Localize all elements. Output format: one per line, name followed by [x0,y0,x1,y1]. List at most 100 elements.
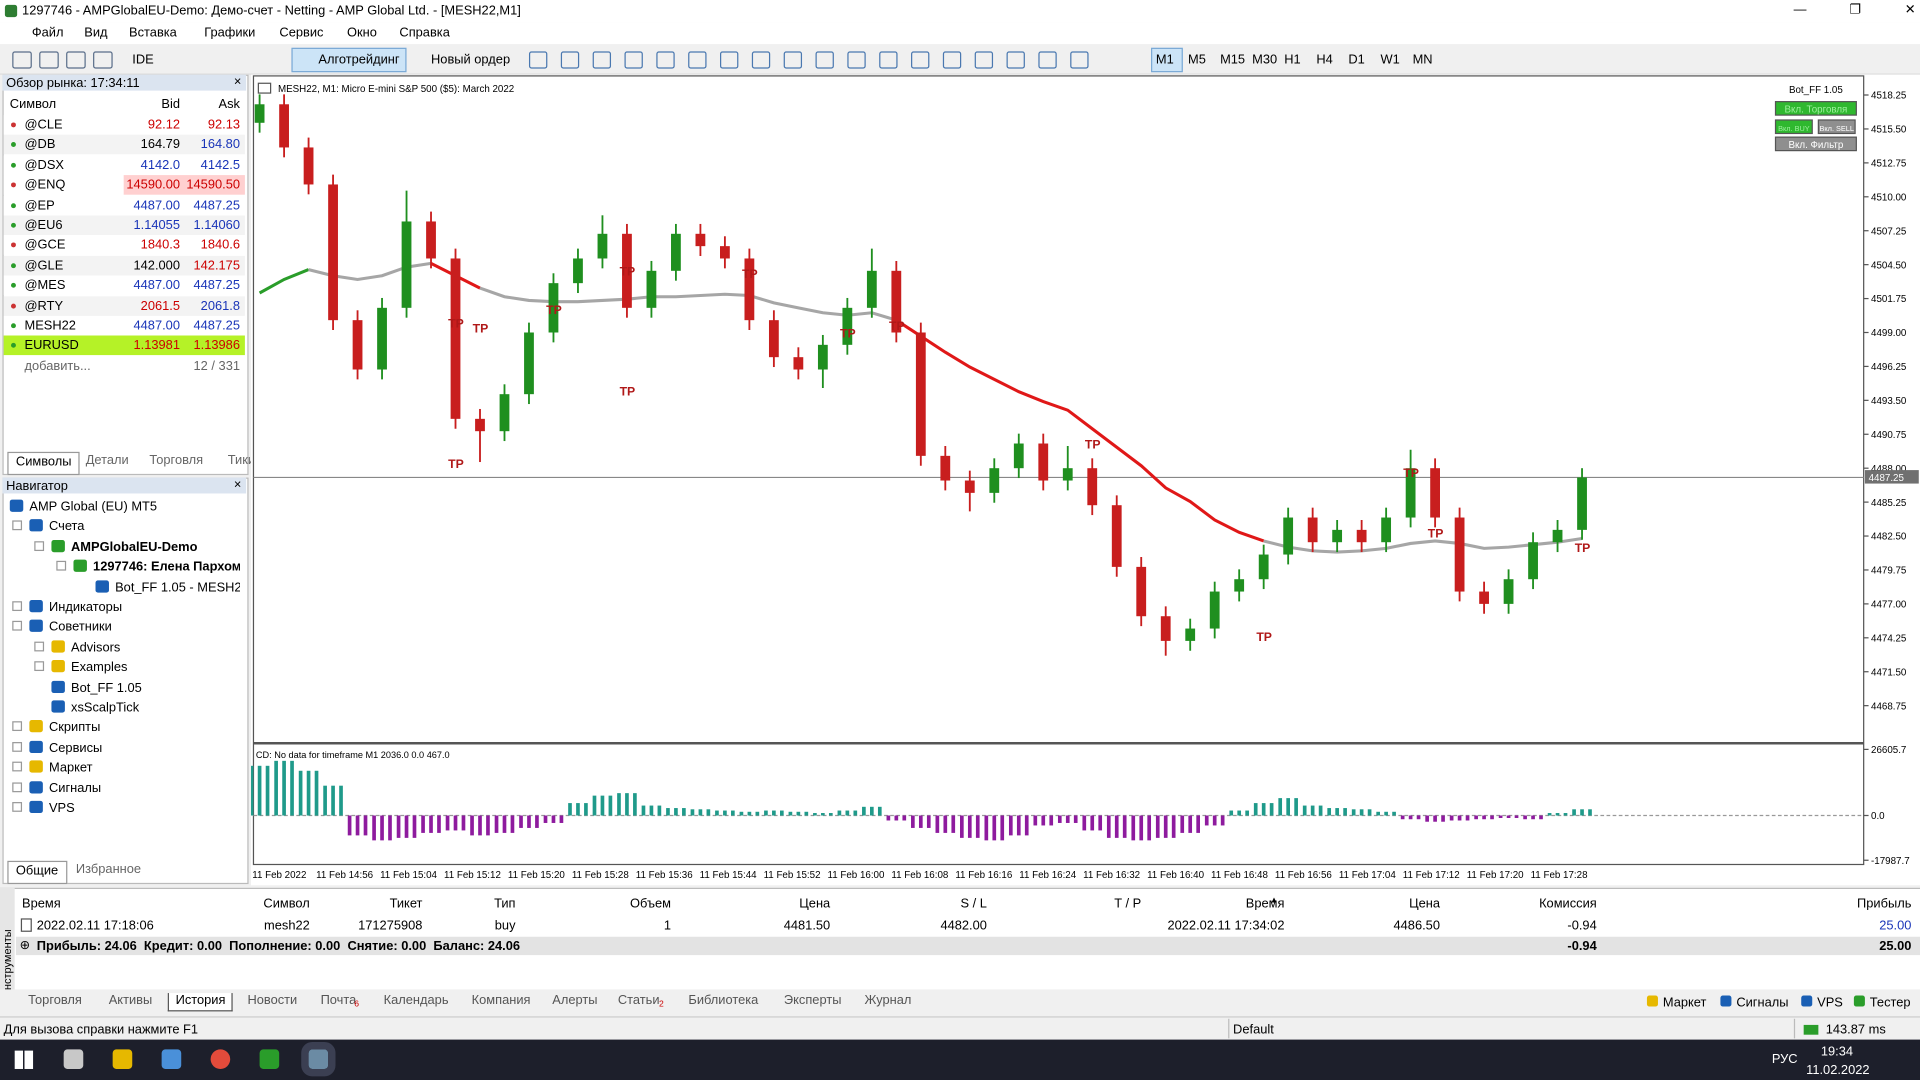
panel-tab[interactable]: Общие [7,860,67,885]
timeframe[interactable]: M5 [1187,52,1206,68]
menu-item[interactable]: Вид [84,25,108,41]
taskbar-app[interactable] [112,1049,133,1069]
timeframe[interactable]: MN [1412,52,1433,68]
tree-item[interactable]: Bot_FF 1.05 [71,680,142,696]
market-row[interactable] [3,135,245,155]
toolbar-ide[interactable]: IDE [132,52,154,68]
toolbox-tab[interactable]: Эксперты [783,993,842,1008]
tree-item[interactable]: VPS [48,800,75,816]
market-row[interactable] [3,315,245,336]
algo-label[interactable]: Алготрейдинг [318,52,400,68]
tree-toggle[interactable] [12,520,23,531]
panel-tab[interactable]: Детали [85,453,129,468]
toggle-button-label[interactable]: Вкл. BUY [1778,124,1810,133]
tree-item[interactable]: Советники [48,620,112,635]
tree-toggle[interactable] [12,621,23,632]
toolbar-icon[interactable] [847,51,866,69]
timeframe[interactable]: H4 [1316,52,1333,68]
tree-item[interactable]: Examples [71,660,128,675]
table-row[interactable] [15,914,1920,935]
tree-toggle[interactable] [12,721,23,732]
window-button[interactable]: ✕ [1904,2,1916,18]
toolbar-icon[interactable] [815,51,834,69]
timeframe[interactable]: W1 [1380,52,1400,68]
toolbox-tab[interactable]: Новости [247,993,298,1008]
toggle-button[interactable] [1774,136,1857,152]
timeframe[interactable]: H1 [1284,52,1301,68]
toolbox-tab[interactable]: Торговля [28,993,82,1008]
toggle-button-label[interactable]: Вкл. Фильтр [1788,140,1843,151]
tree-toggle[interactable] [12,761,23,772]
right-tab[interactable]: VPS [1817,995,1843,1011]
tree-toggle[interactable] [34,540,45,551]
toolbar-icon[interactable] [751,51,771,69]
taskbar-app[interactable] [301,1042,336,1077]
toolbar-icon[interactable] [656,51,675,69]
toolbox-tab[interactable]: Журнал [864,993,912,1008]
toolbar-icon[interactable] [12,51,32,69]
menu-item[interactable]: Окно [347,25,377,41]
tree-item[interactable]: AMPGlobalEU-Demo [71,539,198,555]
tree-item[interactable]: Скрипты [48,720,101,736]
tree-item[interactable]: Маркет [48,760,93,776]
tree-item[interactable]: Счета [48,519,85,535]
tree-toggle[interactable] [12,741,23,752]
panel-tab[interactable]: Символы [7,451,81,476]
toolbar-icon[interactable] [688,51,707,69]
panel-tab[interactable]: Тики [227,453,256,468]
tree-item[interactable]: Сервисы [48,740,103,756]
market-row[interactable] [3,195,245,216]
toolbar-icon[interactable] [911,51,930,69]
right-tab[interactable]: Сигналы [1736,995,1789,1011]
toolbar-icon[interactable] [528,51,548,69]
market-row[interactable] [3,255,245,276]
tree-item[interactable]: xsScalpTick [71,700,140,716]
order-label[interactable]: Новый ордер [431,52,511,68]
tree-item[interactable]: AMP Global (EU) MT5 [29,499,158,515]
timeframe[interactable]: M1 [1155,52,1174,68]
tree-item[interactable]: Индикаторы [48,600,123,615]
taskbar-app[interactable] [259,1049,280,1069]
menu-item[interactable]: Справка [399,25,450,41]
toolbar-icon[interactable] [560,51,580,69]
toggle-button-label[interactable]: Вкл. SELL [1820,124,1854,133]
toolbox-tab[interactable]: Статьи [617,993,660,1008]
menu-item[interactable]: Сервис [279,25,324,41]
toolbar-icon[interactable] [592,51,612,69]
toolbar-icon[interactable] [720,51,739,69]
toggle-button[interactable] [1817,119,1856,135]
toolbox-tab[interactable]: Алерты [552,993,598,1008]
toolbar-icon[interactable] [974,51,994,69]
toolbar-icon[interactable] [39,51,59,69]
start-button[interactable] [14,1050,34,1069]
tree-toggle[interactable] [12,802,23,812]
algo-button[interactable] [291,47,407,73]
menu-item[interactable]: Графики [204,25,256,41]
toolbar-icon[interactable] [783,51,803,69]
market-row[interactable] [3,115,245,135]
taskbar-app[interactable] [161,1049,182,1069]
tree-item[interactable]: Bot_FF 1.05 - MESH22,M [115,579,240,595]
toolbar-icon[interactable] [66,51,86,69]
panel-tab[interactable]: Торговля [149,453,204,468]
toggle-button-label[interactable]: Вкл. Торговля [1784,105,1847,116]
toolbox-tab[interactable]: Компания [471,993,531,1008]
toolbar-icon[interactable] [1038,51,1057,69]
toolbar-icon[interactable] [1070,51,1089,69]
tree-toggle[interactable] [12,781,23,792]
menu-item[interactable]: Вставка [129,25,177,41]
panel-tab[interactable]: Избранное [75,862,142,877]
window-button[interactable]: ❐ [1849,2,1861,18]
toolbar-icon[interactable] [879,51,898,69]
toggle-button[interactable] [1774,101,1857,116]
tree-toggle[interactable] [34,641,45,652]
tree-toggle[interactable] [12,601,23,612]
market-row[interactable] [3,275,245,296]
market-row[interactable] [3,215,245,236]
market-row[interactable] [3,155,245,175]
toolbox-tab[interactable]: Библиотека [688,993,759,1008]
menu-item[interactable]: Файл [31,25,64,41]
toolbox-tab[interactable]: Почта [320,993,357,1008]
tree-item[interactable]: Сигналы [48,780,102,796]
timeframe[interactable]: M30 [1252,52,1278,68]
